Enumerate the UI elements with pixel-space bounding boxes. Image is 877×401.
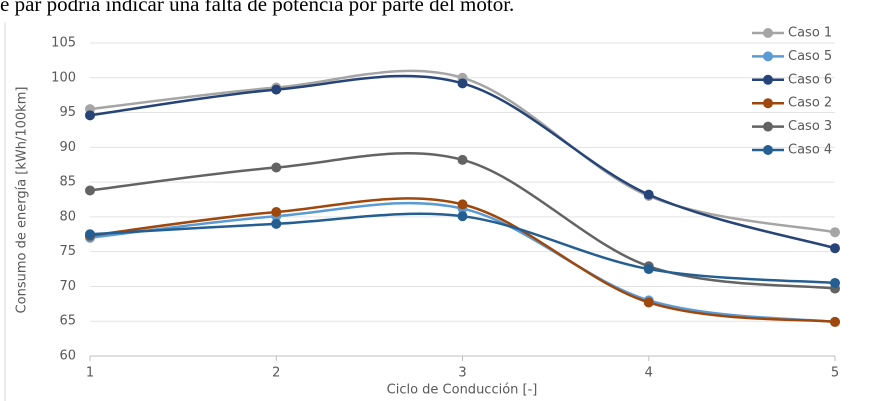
y-tick-label: 65: [59, 314, 76, 329]
x-tick-label: 2: [272, 366, 280, 381]
legend-label: Caso 1: [788, 26, 832, 41]
data-point: [830, 316, 840, 327]
y-tick-label: 80: [59, 209, 76, 224]
y-tick-label: 70: [59, 279, 76, 294]
y-tick-label: 90: [59, 140, 76, 155]
legend-label: Caso 3: [788, 119, 832, 134]
data-point: [643, 297, 654, 308]
legend-label: Caso 6: [788, 72, 832, 87]
data-point: [457, 211, 468, 222]
legend-label: Caso 2: [788, 96, 832, 111]
legend-marker: [763, 74, 773, 85]
legend-label: Caso 4: [788, 143, 832, 158]
legend-marker: [763, 121, 773, 132]
data-point: [457, 154, 468, 165]
y-tick-label: 105: [51, 36, 76, 51]
legend-label: Caso 5: [788, 49, 832, 64]
y-axis-title: Consumo de energía [kWh/100km]: [15, 87, 30, 314]
data-point: [85, 185, 95, 196]
data-point: [271, 84, 282, 95]
legend-marker: [763, 51, 773, 62]
caption: e par podría indicar una falta de potenc…: [0, 0, 514, 16]
data-point: [271, 207, 282, 218]
data-point: [457, 78, 468, 89]
data-point: [271, 162, 282, 173]
data-point: [830, 277, 840, 288]
legend-marker: [763, 28, 773, 38]
data-point: [830, 227, 840, 238]
legend-marker: [763, 145, 773, 155]
y-tick-label: 60: [59, 349, 76, 364]
data-point: [85, 229, 95, 240]
data-point: [457, 199, 468, 210]
data-point: [643, 264, 654, 275]
data-point: [85, 110, 95, 121]
y-tick-label: 100: [51, 70, 76, 85]
data-point: [643, 189, 654, 200]
x-axis-title: Ciclo de Conducción [-]: [387, 383, 538, 398]
x-tick-label: 5: [831, 366, 839, 381]
y-tick-label: 85: [59, 175, 76, 190]
x-tick-label: 1: [86, 366, 94, 381]
x-tick-label: 3: [458, 366, 466, 381]
data-point: [271, 218, 282, 229]
y-tick-label: 75: [59, 244, 76, 259]
x-tick-label: 4: [645, 366, 653, 381]
data-point: [830, 243, 840, 254]
legend-marker: [763, 98, 773, 109]
y-tick-label: 95: [59, 105, 76, 120]
